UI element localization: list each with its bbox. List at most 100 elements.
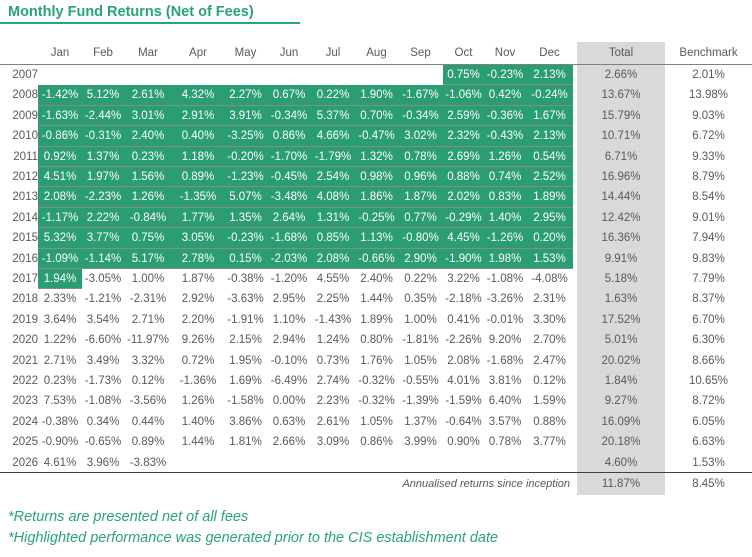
month-return-cell: 2.22% [82, 207, 124, 229]
month-return-cell: -0.20% [224, 146, 267, 167]
benchmark-cell: 8.79% [692, 171, 725, 183]
month-return-cell: 0.89% [172, 167, 224, 188]
month-return-cell: 1.40% [181, 415, 215, 428]
column-header: Feb [93, 47, 113, 59]
month-return-cell: -0.36% [484, 105, 526, 127]
month-return-cell: 1.13% [355, 228, 398, 249]
annualised-label: Annualised returns since inception [402, 478, 570, 490]
month-return-cell: 1.37% [82, 146, 124, 167]
month-return-cell: 1.26% [484, 146, 526, 167]
month-return-cell: 1.53% [526, 248, 573, 269]
month-return-cell: 2.13% [526, 65, 573, 86]
benchmark-cell: 8.37% [692, 293, 725, 306]
month-return-cell: 0.70% [355, 105, 398, 127]
month-return-cell: 2.08% [447, 354, 480, 367]
month-return-cell: -1.26% [484, 228, 526, 249]
total-cell: 16.36% [601, 232, 641, 245]
benchmark-cell: 6.72% [692, 130, 725, 143]
total-cell: 14.44% [601, 191, 641, 204]
month-return-cell: 1.24% [316, 334, 350, 347]
table-row: 2022 0.23% -1.73% 0.12% -1.36% 1.69% -6.49% 2.7… [0, 371, 752, 391]
month-return-cell: 2.33% [43, 293, 77, 306]
month-return-cell: 0.74% [484, 167, 526, 188]
month-return-cell: 1.89% [360, 313, 393, 326]
month-return-cell: -1.08% [84, 395, 122, 408]
month-return-cell: -1.58% [227, 395, 264, 408]
month-return-cell: 0.23% [43, 375, 77, 387]
month-return-cell: 3.99% [404, 436, 437, 449]
year-label: 2023 [12, 395, 38, 408]
month-return-cell: 3.81% [488, 375, 522, 387]
month-return-cell: 2.90% [398, 248, 443, 269]
month-return-cell: -1.39% [402, 395, 439, 408]
column-header: Nov [494, 47, 516, 59]
table-row: 2024 -0.38% 0.34% 0.44% 1.40% 3.86% 0.63% 2.61%… [0, 412, 752, 432]
month-return-cell: -0.32% [358, 375, 395, 387]
month-return-cell: 0.12% [533, 375, 566, 387]
month-return-cell: 0.40% [172, 126, 224, 147]
month-return-cell: 2.92% [181, 293, 215, 306]
year-label: 2010 [12, 130, 38, 143]
month-return-cell [355, 65, 398, 85]
header-row: Jan Feb Mar Apr May Jun Jul Aug Sep Oct Nov Dec Tota… [0, 43, 752, 63]
total-cell: 2.66% [604, 69, 638, 81]
month-return-cell: 0.34% [86, 415, 120, 428]
month-return-cell: 5.32% [38, 228, 82, 249]
month-return-cell: 2.64% [267, 207, 311, 229]
table-row: 2020 1.22% -6.60% -11.97% 9.26% 2.15% 2.94% 1.2… [0, 330, 752, 350]
year-label: 2022 [12, 375, 38, 387]
month-return-cell: 3.96% [86, 456, 120, 469]
year-label: 2020 [12, 334, 38, 347]
total-cell: 5.18% [604, 273, 638, 285]
month-return-cell [224, 453, 267, 473]
month-return-cell: -1.17% [38, 207, 82, 229]
total-cell: 1.63% [604, 293, 638, 306]
month-return-cell: -0.90% [41, 436, 79, 449]
month-return-cell: -6.60% [84, 334, 122, 347]
year-label: 2026 [12, 456, 38, 469]
month-return-cell [82, 65, 124, 85]
year-label: 2017 [12, 273, 38, 285]
month-return-cell: 1.26% [124, 187, 172, 208]
month-return-cell: 1.56% [124, 167, 172, 188]
month-return-cell: 2.40% [124, 126, 172, 147]
benchmark-cell: 8.54% [692, 191, 725, 204]
month-return-cell: -1.23% [224, 167, 267, 188]
table-row: 2016 -1.09% -1.14% 5.17% 2.78% 0.15% -2.03% 2.0… [0, 248, 752, 269]
month-return-cell: -1.79% [311, 146, 355, 167]
total-cell: 9.27% [604, 395, 638, 408]
month-return-cell: 0.96% [398, 167, 443, 188]
column-header: Jul [325, 47, 341, 59]
month-return-cell: -3.05% [84, 273, 122, 285]
month-return-cell: 0.73% [316, 354, 350, 367]
total-cell: 13.67% [601, 89, 641, 102]
month-return-cell: -1.06% [443, 85, 484, 106]
month-return-cell: 0.86% [267, 126, 311, 147]
month-return-cell: -0.32% [358, 395, 395, 408]
month-return-cell: 3.05% [172, 228, 224, 249]
month-return-cell [38, 65, 82, 85]
month-return-cell: -0.65% [84, 436, 122, 449]
month-return-cell: 1.35% [224, 207, 267, 229]
month-return-cell: 4.51% [38, 167, 82, 188]
month-return-cell: 1.81% [229, 436, 262, 449]
month-return-cell: 0.85% [311, 228, 355, 249]
year-label: 2024 [12, 415, 38, 428]
column-header: Oct [454, 47, 473, 59]
month-return-cell: -1.70% [267, 146, 311, 167]
month-return-cell: 4.55% [316, 273, 350, 285]
year-label: 2016 [12, 252, 38, 265]
month-return-cell: 3.01% [124, 105, 172, 127]
month-return-cell [443, 453, 484, 473]
month-return-cell: 1.00% [404, 313, 437, 326]
month-return-cell: -0.29% [443, 207, 484, 229]
month-return-cell [172, 453, 224, 473]
benchmark-cell: 1.53% [692, 456, 725, 469]
month-return-cell: -1.59% [445, 395, 482, 408]
month-return-cell: 2.27% [224, 85, 267, 106]
month-return-cell: -3.25% [224, 126, 267, 147]
month-return-cell: 2.25% [316, 293, 350, 306]
month-return-cell: 0.75% [124, 228, 172, 249]
month-return-cell [124, 65, 172, 85]
month-return-cell: 1.18% [172, 146, 224, 167]
